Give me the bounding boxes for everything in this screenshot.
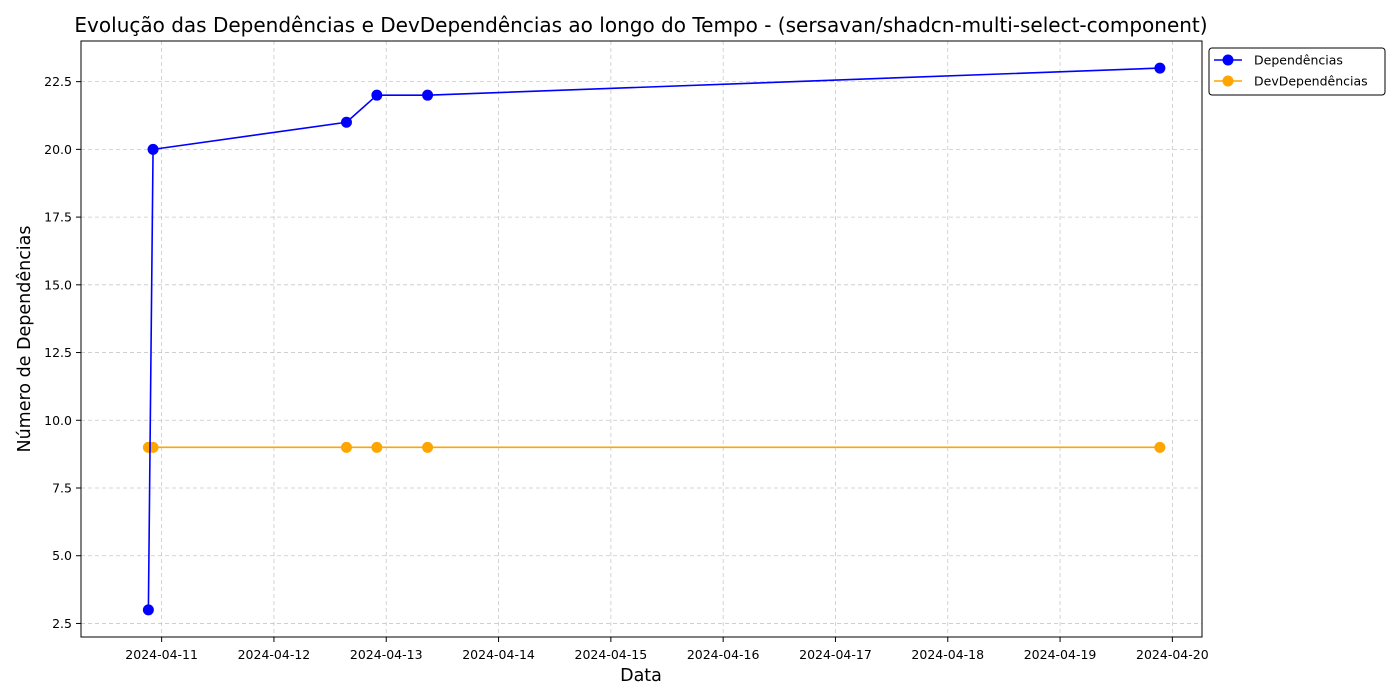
data-point xyxy=(1154,441,1166,453)
data-point xyxy=(340,441,352,453)
legend-label: DevDependências xyxy=(1254,74,1368,89)
data-point xyxy=(1154,62,1166,74)
legend-marker xyxy=(1222,54,1234,66)
x-tick-label: 2024-04-16 xyxy=(687,647,760,662)
x-tick-label: 2024-04-17 xyxy=(799,647,872,662)
x-tick-label: 2024-04-15 xyxy=(575,647,648,662)
plot-frame xyxy=(80,40,1203,638)
data-point xyxy=(371,89,383,101)
y-tick-label: 22.5 xyxy=(44,74,72,89)
y-tick-label: 20.0 xyxy=(44,142,72,157)
y-tick-label: 10.0 xyxy=(44,413,72,428)
y-axis: 2.5 5.0 7.5 10.0 12.5 15.0 17.5 20.0 22.5 xyxy=(44,74,81,631)
x-axis-title: Data xyxy=(620,666,662,686)
data-point xyxy=(422,89,434,101)
data-point xyxy=(422,441,434,453)
x-tick-label: 2024-04-11 xyxy=(125,647,198,662)
x-tick-label: 2024-04-20 xyxy=(1136,647,1209,662)
series-line xyxy=(147,67,1160,610)
legend-marker xyxy=(1222,75,1234,87)
y-tick-label: 15.0 xyxy=(44,277,72,292)
x-tick-label: 2024-04-12 xyxy=(238,647,311,662)
x-tick-label: 2024-04-18 xyxy=(911,647,984,662)
grid xyxy=(81,41,1202,637)
y-tick-label: 2.5 xyxy=(52,616,72,631)
data-point xyxy=(371,441,383,453)
x-axis: 2024-04-11 2024-04-12 2024-04-13 2024-04-14… xyxy=(125,637,1209,662)
data-point xyxy=(142,604,154,616)
legend-box xyxy=(1208,47,1386,96)
legend: Dependências DevDependências xyxy=(1208,47,1386,96)
x-tick-label: 2024-04-13 xyxy=(350,647,423,662)
y-tick-label: 12.5 xyxy=(44,345,72,360)
x-tick-label: 2024-04-14 xyxy=(462,647,535,662)
y-axis-title: Número de Dependências xyxy=(15,225,35,452)
x-tick-label: 2024-04-19 xyxy=(1024,647,1097,662)
y-tick-label: 17.5 xyxy=(44,210,72,225)
data-point xyxy=(147,143,159,155)
y-tick-label: 5.0 xyxy=(52,548,72,563)
data-point xyxy=(340,116,352,128)
y-tick-label: 7.5 xyxy=(52,481,72,496)
legend-label: Dependências xyxy=(1254,53,1343,68)
chart-title: Evolução das Dependências e DevDependênc… xyxy=(74,13,1207,37)
series-layer xyxy=(142,62,1166,616)
